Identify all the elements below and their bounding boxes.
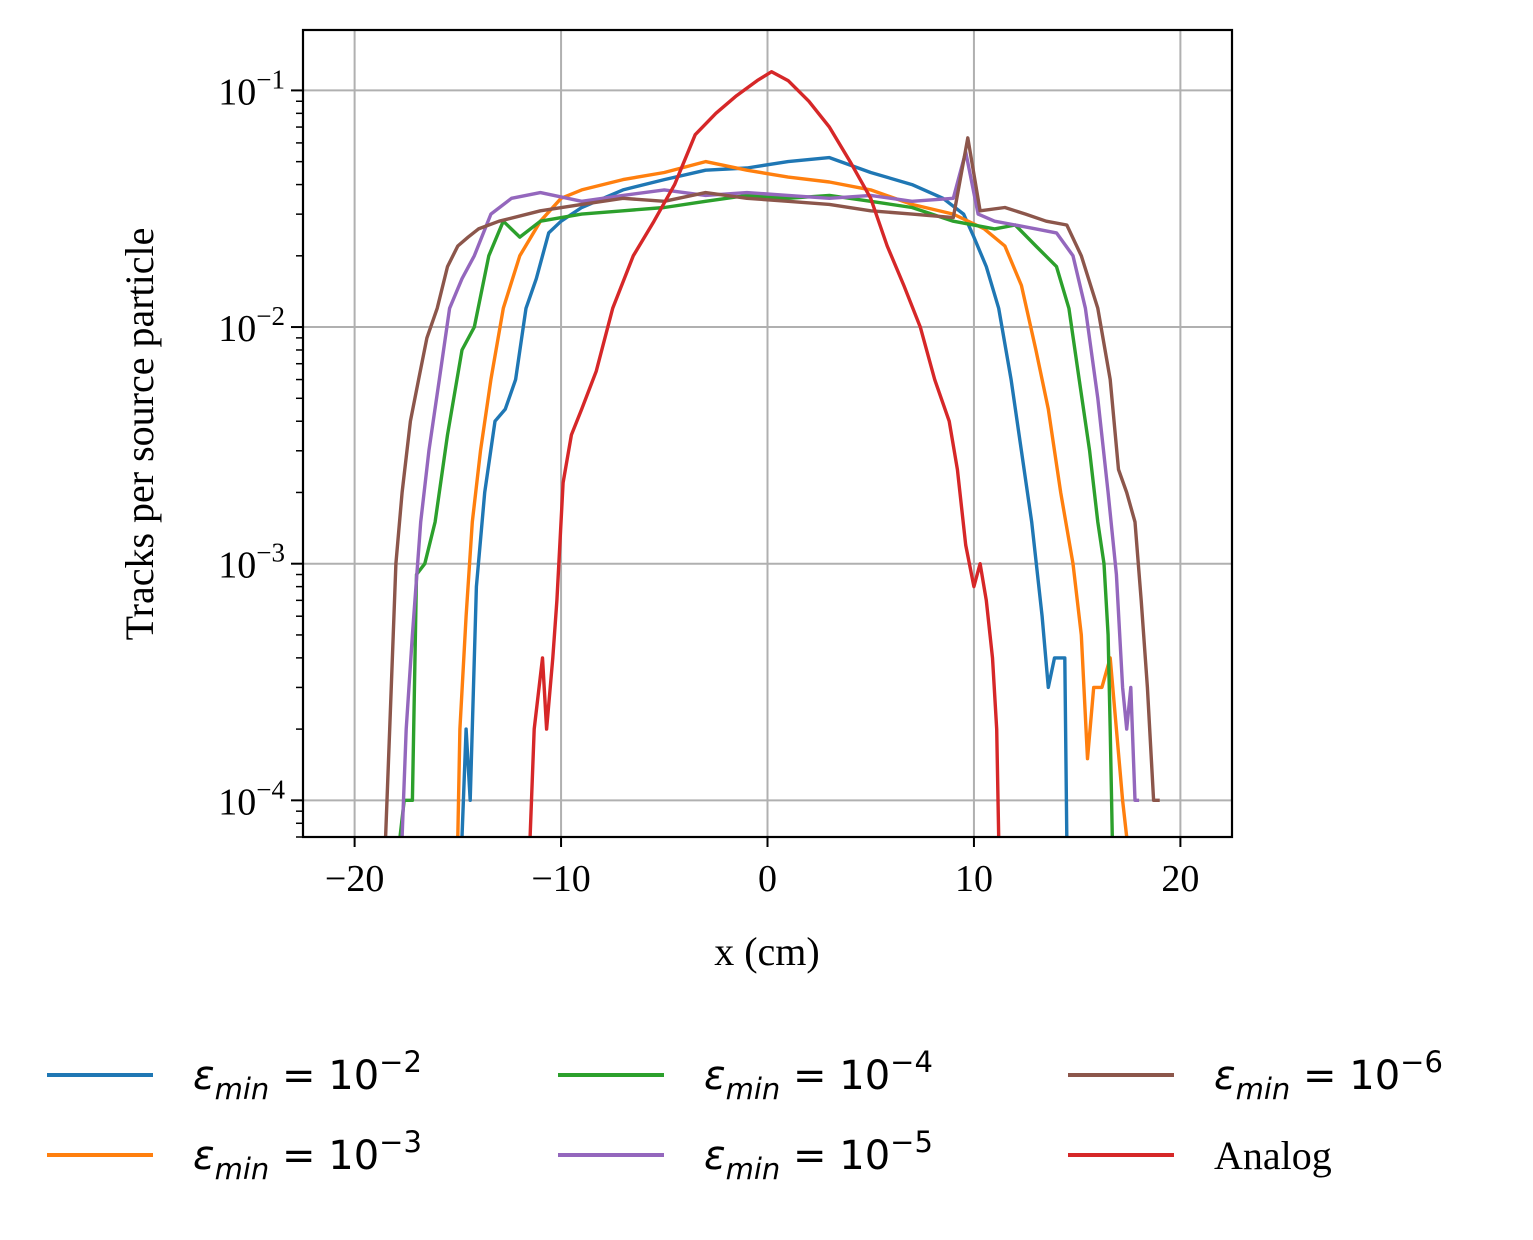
legend-label-4: εmin = 10−5 <box>704 1125 933 1186</box>
legend-equals: = <box>269 1053 328 1099</box>
legend-equals: = <box>780 1053 839 1099</box>
x-axis-title: x (cm) <box>714 929 820 974</box>
legend-subscript: min <box>215 1152 270 1186</box>
legend-subscript: min <box>726 1152 781 1186</box>
legend-epsilon: ε <box>704 1133 726 1179</box>
legend-label-1: εmin = 10−2 <box>193 1045 422 1106</box>
legend-subscript: min <box>1236 1072 1291 1106</box>
legend-epsilon: ε <box>1214 1053 1236 1099</box>
legend-exponent: −4 <box>890 1045 933 1079</box>
legend-label-3: εmin = 10−4 <box>704 1045 933 1106</box>
legend-label-2: εmin = 10−3 <box>193 1125 422 1186</box>
x-tick-label: 10 <box>955 858 993 900</box>
series-line-5 <box>383 136 1160 837</box>
y-tick-label: 10−3 <box>218 538 285 587</box>
legend-equals: = <box>780 1133 839 1179</box>
y-tick-label: 10−4 <box>218 774 285 823</box>
y-tick-base: 10 <box>218 308 256 350</box>
y-tick-exponent: −4 <box>256 774 285 804</box>
series-line-2 <box>456 159 1129 837</box>
legend-epsilon: ε <box>193 1053 215 1099</box>
legend-exponent: −5 <box>890 1125 933 1159</box>
x-tick-label: 20 <box>1161 858 1199 900</box>
y-tick-base: 10 <box>218 781 256 823</box>
y-tick-exponent: −1 <box>256 64 285 94</box>
legend-subscript: min <box>726 1072 781 1106</box>
y-tick-exponent: −2 <box>256 301 285 331</box>
legend-subscript: min <box>215 1072 270 1106</box>
y-tick-base: 10 <box>218 545 256 587</box>
x-tick-label: −20 <box>325 858 384 900</box>
legend-base: 10 <box>328 1053 379 1099</box>
legend-label-5: εmin = 10−6 <box>1214 1045 1443 1106</box>
legend-epsilon: ε <box>704 1053 726 1099</box>
y-tick-label: 10−2 <box>218 301 285 350</box>
plot-lines <box>383 69 1160 837</box>
series-line-3 <box>398 193 1114 837</box>
y-tick-label: 10−1 <box>218 64 285 113</box>
legend-epsilon: ε <box>193 1133 215 1179</box>
x-tick-label: 0 <box>758 858 777 900</box>
legend-label-6: Analog <box>1214 1133 1332 1178</box>
legend-base: 10 <box>839 1133 890 1179</box>
series-line-6 <box>528 69 1001 837</box>
series-line-4 <box>400 150 1140 837</box>
legend-exponent: −6 <box>1400 1045 1443 1079</box>
legend-base: 10 <box>1349 1053 1400 1099</box>
series-line-1 <box>460 155 1069 837</box>
y-tick-exponent: −3 <box>256 538 285 568</box>
legend-base: 10 <box>839 1053 890 1099</box>
x-tick-label: −10 <box>531 858 590 900</box>
legend-base: 10 <box>328 1133 379 1179</box>
legend-equals: = <box>269 1133 328 1179</box>
legend-equals: = <box>1290 1053 1349 1099</box>
y-tick-base: 10 <box>218 71 256 113</box>
legend-exponent: −2 <box>379 1045 422 1079</box>
legend-exponent: −3 <box>379 1125 422 1159</box>
y-axis-title: Tracks per source particle <box>117 228 162 641</box>
